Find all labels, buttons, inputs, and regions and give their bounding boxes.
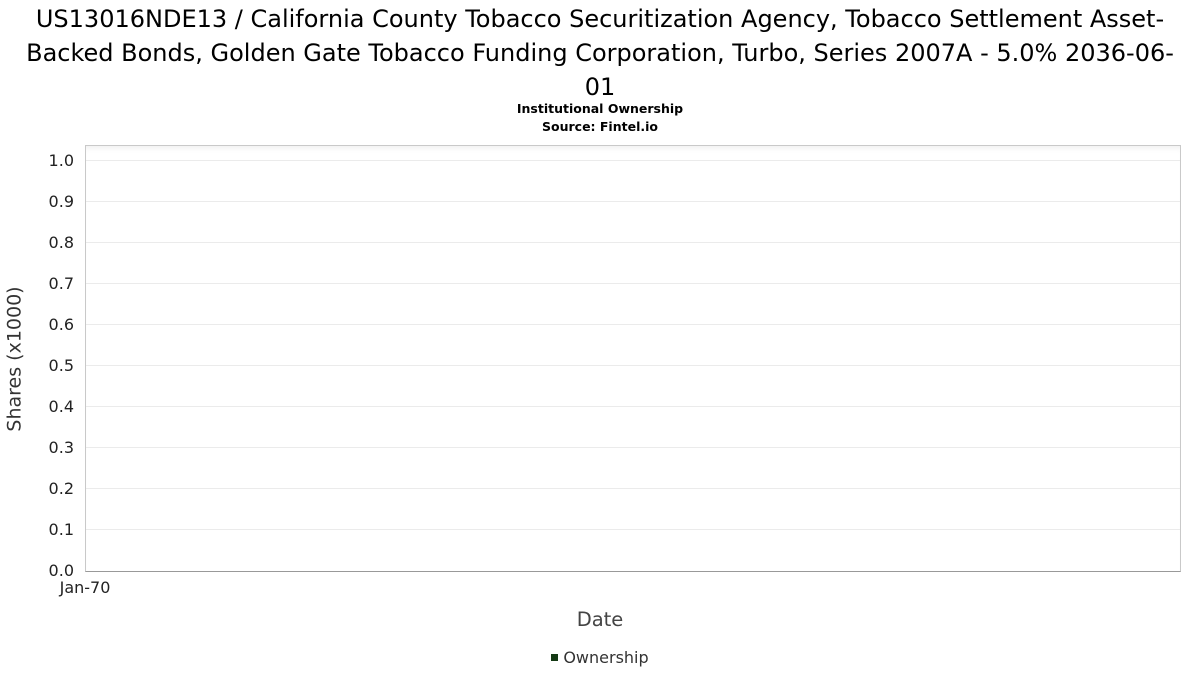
y-tick-label: 0.0: [48, 561, 74, 580]
legend-label: Ownership: [563, 648, 649, 667]
y-tick-label: 0.8: [48, 233, 74, 252]
y-axis-ticks: 0.0 0.1 0.2 0.3 0.4 0.5 0.6 0.7 0.8 0.9 1.0: [0, 145, 80, 580]
y-tick-label: 1.0: [48, 151, 74, 170]
gridline: [86, 160, 1180, 161]
y-tick-label: 0.2: [48, 479, 74, 498]
chart-source: Source: Fintel.io: [542, 119, 658, 134]
y-tick-label: 0.5: [48, 356, 74, 375]
legend-marker: [551, 654, 559, 661]
y-tick-label: 0.6: [48, 315, 74, 334]
y-tick-label: 0.3: [48, 438, 74, 457]
legend: Ownership: [0, 648, 1200, 667]
page-title: US13016NDE13 / California County Tobacco…: [0, 2, 1200, 104]
gridline: [86, 529, 1180, 530]
plot-area: [85, 145, 1181, 572]
x-tick-label: Jan-70: [59, 578, 111, 597]
gridline: [86, 488, 1180, 489]
legend-item-ownership[interactable]: Ownership: [551, 648, 649, 667]
y-tick-label: 0.1: [48, 520, 74, 539]
y-tick-label: 0.9: [48, 192, 74, 211]
gridline: [86, 242, 1180, 243]
gridline: [86, 201, 1180, 202]
gridline: [86, 283, 1180, 284]
gridline: [86, 365, 1180, 366]
x-axis-title: Date: [576, 608, 624, 631]
gridline: [86, 406, 1180, 407]
chart-subtitle: Institutional Ownership: [516, 101, 684, 116]
y-tick-label: 0.7: [48, 274, 74, 293]
y-tick-label: 0.4: [48, 397, 74, 416]
gridline: [86, 324, 1180, 325]
page-title-text: US13016NDE13 / California County Tobacco…: [26, 5, 1174, 101]
gridline: [86, 447, 1180, 448]
